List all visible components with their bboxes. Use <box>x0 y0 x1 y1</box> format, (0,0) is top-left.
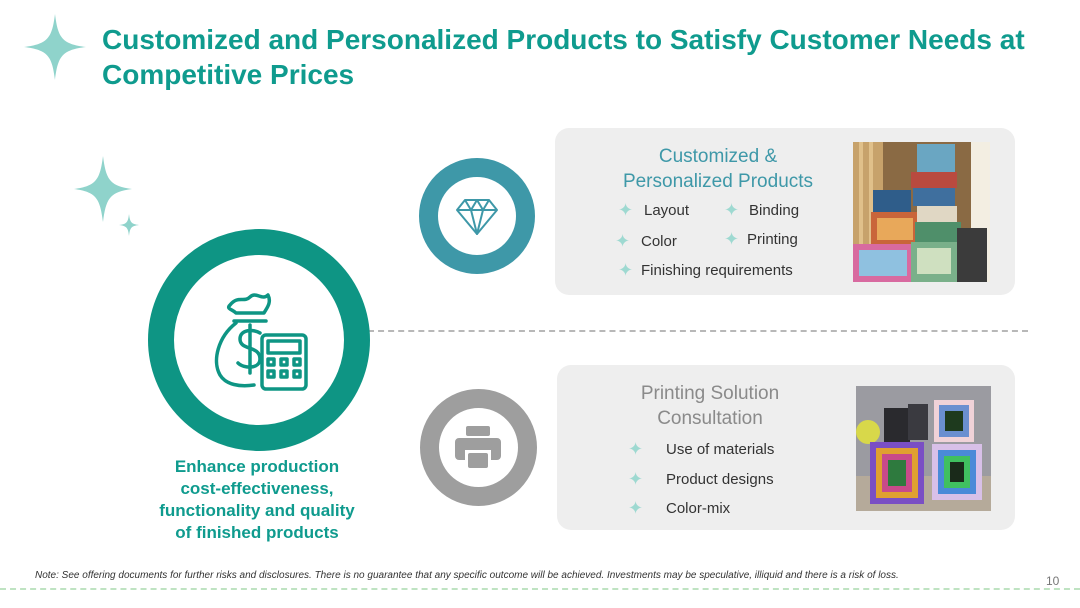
diamond-icon <box>456 199 498 235</box>
dashed-connector <box>368 330 1028 332</box>
list-item: Color-mix <box>666 500 731 517</box>
printed-boxes-photo <box>856 386 991 511</box>
list-item: Finishing requirements <box>641 262 793 279</box>
card-title-line: Printing Solution <box>640 383 780 404</box>
sparkle-bullet-icon: ✦ <box>628 498 644 518</box>
money-bag-calculator-icon <box>214 293 308 391</box>
book-stack-photo <box>853 142 990 282</box>
list-item: Layout <box>644 202 690 219</box>
card-title-line: Personalized Products <box>622 171 814 192</box>
list-item: Use of materials <box>666 441 775 458</box>
card-title-line: Consultation <box>657 408 763 429</box>
sparkle-bullet-icon: ✦ <box>628 439 644 459</box>
list-item: Color <box>641 233 677 250</box>
caption-line: of finished products <box>175 523 339 542</box>
card-title-line: Customized & <box>658 146 778 167</box>
sparkle-bullet-icon: ✦ <box>618 260 634 280</box>
cost-effectiveness-ring <box>148 229 370 451</box>
page-title: Customized and Personalized Products to … <box>102 24 1025 90</box>
footer-divider <box>0 588 1080 590</box>
consultation-card-title: Printing Solution Consultation <box>600 381 820 431</box>
sparkle-small-icon <box>119 214 139 236</box>
consultation-ring <box>420 389 537 506</box>
printed-boxes-illustration <box>856 386 991 511</box>
customized-ring <box>419 158 535 274</box>
page-number: 10 <box>1046 574 1060 588</box>
list-item: Product designs <box>666 471 774 488</box>
caption-line: functionality and quality <box>159 501 355 520</box>
sparkle-bullet-icon: ✦ <box>615 231 631 251</box>
book-stack-illustration <box>853 142 990 282</box>
caption-line: Enhance production <box>174 457 340 476</box>
caption-line: cost-effectiveness, <box>180 479 334 498</box>
sparkle-bullet-icon: ✦ <box>724 200 740 220</box>
enhance-caption: Enhance production cost-effectiveness, f… <box>146 456 368 544</box>
list-item: Binding <box>749 202 800 219</box>
sparkle-large-icon <box>24 14 86 80</box>
printer-icon <box>455 426 501 468</box>
sparkle-bullet-icon: ✦ <box>628 469 644 489</box>
footer-disclaimer: Note: See offering documents for further… <box>35 570 899 581</box>
customized-card-title: Customized & Personalized Products <box>600 144 836 194</box>
sparkle-bullet-icon: ✦ <box>724 229 740 249</box>
sparkle-medium-icon <box>74 156 132 222</box>
sparkle-bullet-icon: ✦ <box>618 200 634 220</box>
list-item: Printing <box>747 231 798 248</box>
